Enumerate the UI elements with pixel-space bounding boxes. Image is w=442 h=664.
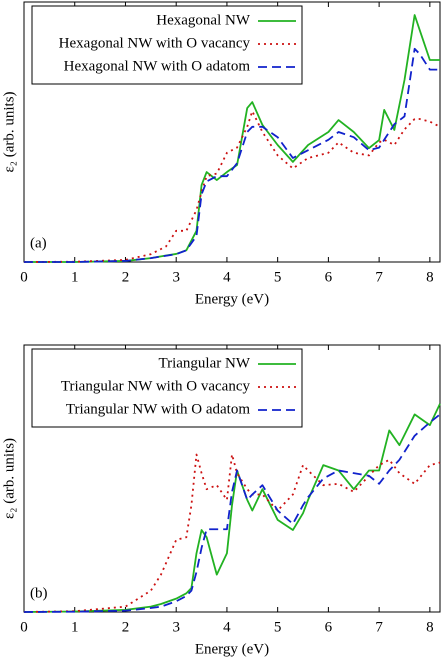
plot-frame bbox=[23, 1, 441, 263]
x-tick-label: 1 bbox=[71, 619, 79, 635]
legend-label: Triangular NW with O vacancy bbox=[61, 378, 251, 394]
panel-label: (a) bbox=[30, 235, 47, 251]
x-axis-label: Energy (eV) bbox=[195, 291, 269, 307]
x-tick-label: 0 bbox=[20, 619, 28, 635]
x-tick-label: 8 bbox=[426, 619, 434, 635]
series-line bbox=[23, 110, 441, 263]
panel-label: (b) bbox=[30, 585, 48, 601]
x-tick-label: 1 bbox=[71, 269, 79, 285]
series-line bbox=[23, 413, 441, 613]
x-tick-label: 4 bbox=[223, 269, 231, 285]
legend-label: Hexagonal NW with O vacancy bbox=[59, 35, 251, 51]
x-tick-label: 2 bbox=[122, 619, 130, 635]
x-tick-label: 8 bbox=[426, 269, 434, 285]
legend-label: Triangular NW with O adatom bbox=[66, 401, 250, 417]
x-tick-label: 3 bbox=[172, 619, 180, 635]
x-tick-label: 7 bbox=[375, 619, 383, 635]
x-tick-label: 4 bbox=[223, 619, 231, 635]
x-tick-label: 5 bbox=[274, 619, 282, 635]
x-tick-label: 3 bbox=[172, 269, 180, 285]
x-tick-label: 7 bbox=[375, 269, 383, 285]
legend-label: Triangular NW bbox=[158, 355, 250, 371]
x-axis-label: Energy (eV) bbox=[195, 641, 269, 657]
legend-label: Hexagonal NW with O adatom bbox=[64, 58, 251, 74]
legend-box bbox=[31, 5, 303, 85]
series-line bbox=[24, 47, 440, 263]
legend-label: Hexagonal NW bbox=[156, 12, 251, 28]
legend-box bbox=[31, 348, 303, 428]
x-tick-label: 5 bbox=[274, 269, 282, 285]
y-axis-label: ε₂ (arb. units) bbox=[1, 438, 17, 519]
series-line bbox=[23, 403, 441, 613]
y-axis-label: ε₂ (arb. units) bbox=[1, 91, 17, 172]
x-tick-label: 0 bbox=[20, 269, 28, 285]
x-tick-label: 6 bbox=[325, 269, 333, 285]
x-tick-label: 2 bbox=[122, 269, 130, 285]
series-line bbox=[24, 14, 440, 263]
series-line bbox=[23, 453, 441, 613]
x-tick-label: 6 bbox=[325, 619, 333, 635]
plot-frame bbox=[23, 344, 441, 613]
